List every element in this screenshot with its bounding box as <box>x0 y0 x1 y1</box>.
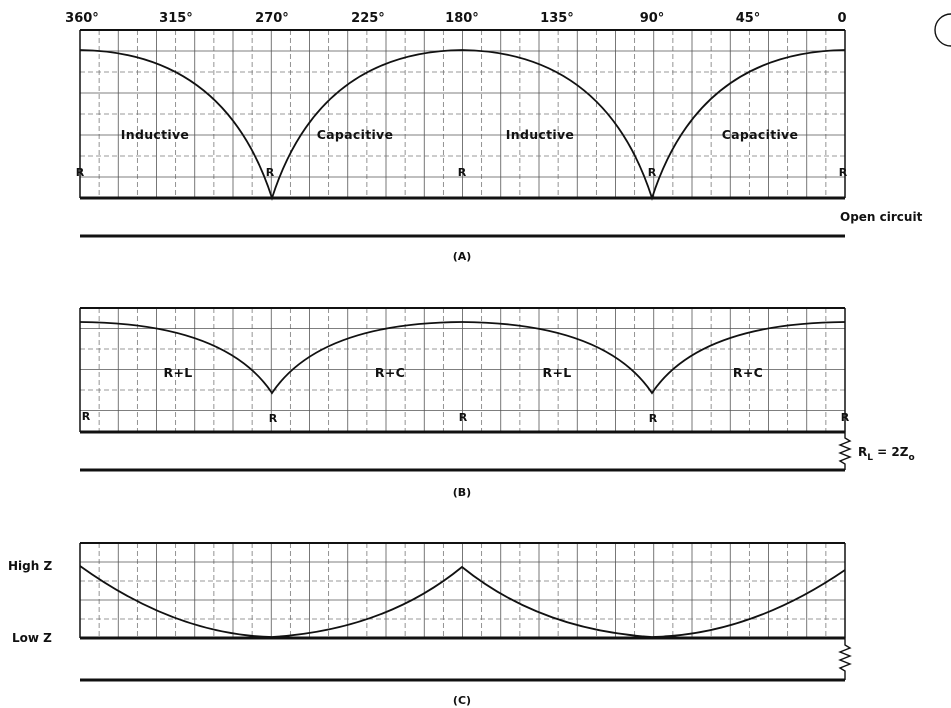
panel-a-region-1: Inductive <box>121 127 189 142</box>
panel-b-r-mark-2: R <box>269 412 278 425</box>
panel-c-grid <box>80 543 845 638</box>
high-z-label: High Z <box>8 559 52 573</box>
panel-a-region-4: Capacitive <box>722 127 799 142</box>
panel-b-region-4: R+C <box>733 365 763 380</box>
panel-b-r-mark-4: R <box>649 412 658 425</box>
panel-a-r-mark-2: R <box>266 166 275 179</box>
panel-b-region-1: R+L <box>164 365 193 380</box>
degree-label-225: 225° <box>351 11 385 26</box>
degree-label-45: 45° <box>736 11 761 26</box>
degree-label-0: 0 <box>837 11 846 26</box>
panel-b: R+L R+C R+L R+C R R R R R RL = 2Zo (B) <box>79 307 915 499</box>
panel-a-region-3: Inductive <box>506 127 574 142</box>
degree-label-135: 135° <box>540 11 574 26</box>
load-r-sub: L <box>867 453 873 463</box>
load-eq: = 2Z <box>873 445 909 459</box>
load-eq-sub: o <box>908 453 914 463</box>
panel-a-r-mark-4: R <box>648 166 657 179</box>
panel-b-region-2: R+C <box>375 365 405 380</box>
degree-label-270: 270° <box>255 11 289 26</box>
panel-c: High Z Low Z (C) <box>8 542 852 707</box>
panel-a-r-mark-3: R <box>458 166 467 179</box>
edge-circle-mark <box>934 13 951 47</box>
panel-b-r-mark-1: R <box>82 410 91 423</box>
panel-b-impedance-curve <box>79 321 846 395</box>
panel-c-load-resistor-icon <box>838 638 852 680</box>
panel-b-r-mark-3: R <box>459 411 468 424</box>
degree-label-360: 360° <box>65 11 99 26</box>
panel-b-r-mark-5: R <box>841 411 850 424</box>
load-resistance-label: RL = 2Zo <box>858 445 915 463</box>
panel-a: Inductive Capacitive Inductive Capacitiv… <box>76 29 923 263</box>
panel-c-caption: (C) <box>453 694 471 707</box>
open-circuit-label: Open circuit <box>840 210 923 224</box>
panel-c-impedance-curve <box>79 565 846 638</box>
panel-b-grid <box>80 308 845 432</box>
degree-scale: 360° 315° 270° 225° 180° 135° 90° 45° 0 <box>65 11 846 26</box>
panel-a-impedance-curve <box>79 49 846 201</box>
panel-b-region-3: R+L <box>543 365 572 380</box>
panel-a-r-mark-1: R <box>76 166 85 179</box>
load-r: R <box>858 445 867 459</box>
panel-b-caption: (B) <box>453 486 471 499</box>
degree-label-180: 180° <box>445 11 479 26</box>
degree-label-90: 90° <box>640 11 665 26</box>
panel-a-r-mark-5: R <box>839 166 848 179</box>
panel-b-load-resistor-icon <box>838 432 852 470</box>
degree-label-315: 315° <box>159 11 193 26</box>
low-z-label: Low Z <box>12 631 52 645</box>
panel-a-caption: (A) <box>453 250 472 263</box>
panel-a-region-2: Capacitive <box>317 127 394 142</box>
